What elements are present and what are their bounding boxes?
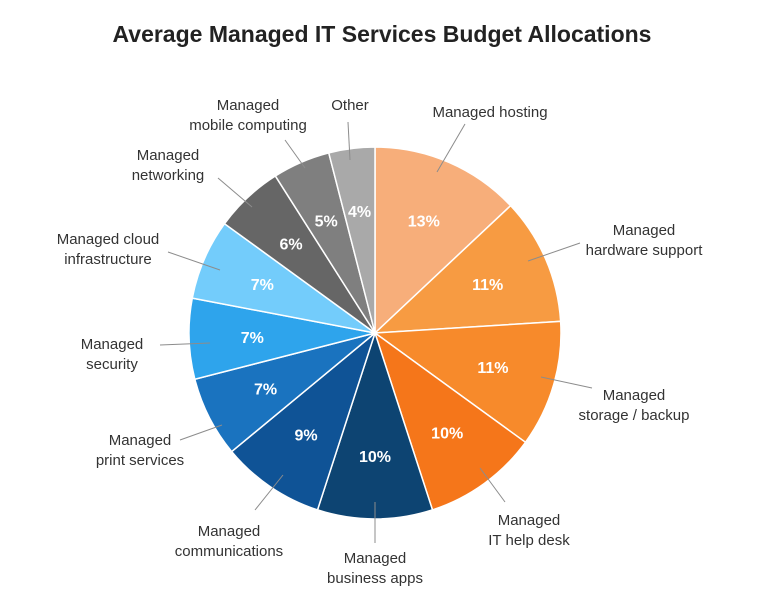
pct-label-managed-cloud-infrastructure: 7% [251, 277, 274, 294]
leader-line-managed-hardware-support [527, 242, 581, 262]
leader-line-managed-cloud-infrastructure [167, 251, 221, 271]
pct-label-managed-print-services: 7% [254, 382, 277, 399]
percentage-labels: 13% 11% 11% 10% 10% 9% 7% 7% 7% 6% 5% 4% [241, 204, 509, 466]
leader-line-managed-print-services [179, 424, 223, 441]
slice-managed-hosting [374, 146, 512, 335]
leader-line-managed-storage-backup [540, 376, 593, 389]
category-label-managed-security: Managed security [81, 336, 144, 373]
pct-label-managed-networking: 6% [279, 237, 302, 254]
pct-label-managed-business-apps: 10% [359, 449, 391, 466]
pct-label-managed-it-help-desk: 10% [431, 425, 463, 442]
category-label-managed-storage-backup: Managed storage / backup [579, 387, 690, 424]
pct-label-managed-hosting: 13% [408, 213, 440, 230]
category-label-managed-business-apps: Managed business apps [327, 550, 423, 587]
slice-managed-hardware-support [372, 204, 562, 334]
pct-label-managed-communications: 9% [294, 428, 317, 445]
category-label-managed-hosting: Managed hosting [432, 104, 547, 121]
category-label-other: Other [331, 97, 369, 114]
category-label-managed-print-services: Managed print services [96, 432, 184, 469]
leader-line-managed-hosting [436, 123, 466, 173]
pct-label-managed-mobile-computing: 5% [315, 213, 338, 230]
pct-label-other: 4% [348, 204, 371, 221]
slice-other [327, 146, 376, 334]
pct-label-managed-storage-backup: 11% [477, 360, 508, 377]
leader-line-managed-mobile-computing [284, 139, 306, 169]
pct-label-managed-hardware-support: 11% [472, 277, 503, 294]
leader-lines [159, 121, 593, 543]
leader-line-managed-communications [254, 474, 284, 511]
chart-title: Average Managed IT Services Budget Alloc… [112, 21, 652, 47]
category-label-managed-mobile-computing: Managed mobile computing [189, 97, 307, 134]
slice-managed-storage-backup [372, 320, 562, 444]
category-label-managed-it-help-desk: Managed IT help desk [488, 512, 570, 549]
slice-managed-it-help-desk [373, 331, 527, 511]
leader-line-other [347, 121, 351, 161]
leader-line-managed-security [159, 342, 211, 346]
pct-label-managed-security: 7% [241, 330, 264, 347]
category-label-managed-hardware-support: Managed hardware support [586, 222, 704, 259]
category-label-managed-cloud-infrastructure: Managed cloud infrastructure [57, 231, 160, 268]
category-label-managed-networking: Managed networking [132, 147, 205, 184]
category-labels: Managed hosting Managed hardware support Ma… [57, 97, 703, 587]
slice-managed-communications [230, 330, 377, 511]
category-label-managed-communications: Managed communications [175, 523, 283, 560]
leader-line-managed-it-help-desk [479, 467, 506, 503]
pie-slices [188, 146, 562, 520]
leader-line-managed-networking [217, 177, 253, 208]
